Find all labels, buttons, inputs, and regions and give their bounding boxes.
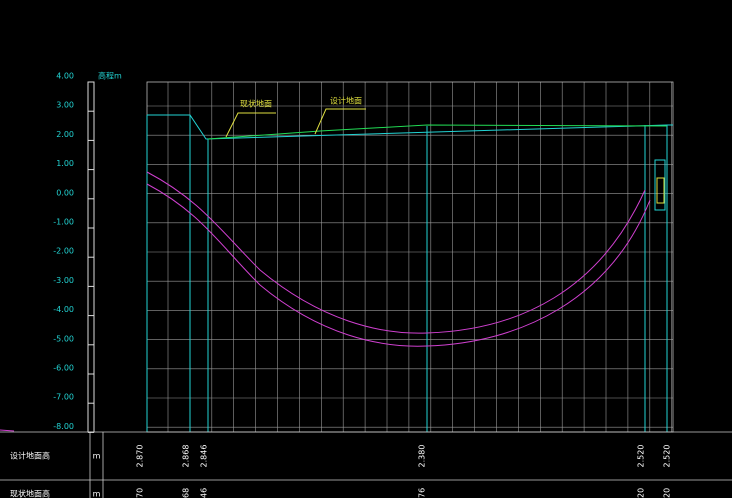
well <box>654 159 666 211</box>
well-inner <box>656 177 665 204</box>
y-tick-label: 3.00 <box>56 101 74 110</box>
axis-title: 高程m <box>98 71 122 81</box>
cell-value: 2.380 <box>418 445 427 468</box>
y-tick-label: 2.00 <box>56 130 74 139</box>
cell-value: 68 <box>182 488 191 498</box>
mark <box>0 429 15 432</box>
grid <box>147 82 673 432</box>
leader <box>314 108 366 135</box>
y-tick-label: -6.00 <box>53 364 74 373</box>
cell-value: 2.868 <box>182 445 191 468</box>
y-tick-label: 0.00 <box>56 188 74 197</box>
table-lines <box>0 431 732 498</box>
existing-ground <box>147 114 673 140</box>
row-label: 现状地面高 <box>10 489 50 498</box>
cell-value: 20 <box>663 488 672 498</box>
row-unit: m <box>93 490 101 498</box>
pipe-top <box>146 171 646 334</box>
cell-value: 2.520 <box>663 445 672 468</box>
cell-value: 2.870 <box>136 445 145 468</box>
pipe-bottom <box>146 183 651 347</box>
y-tick-label: -8.00 <box>53 422 74 431</box>
cell-value: 2.846 <box>200 445 209 468</box>
leader <box>225 112 276 138</box>
cell-value: 20 <box>637 488 646 498</box>
annotation: 设计地面 <box>330 96 362 106</box>
cell-value: 46 <box>200 488 209 498</box>
y-tick-label: -4.00 <box>53 305 74 314</box>
design-ground <box>207 124 668 140</box>
cell-value: 2.520 <box>637 445 646 468</box>
cell-value: 76 <box>418 488 427 498</box>
y-tick-label: 1.00 <box>56 159 74 168</box>
cell-value: 70 <box>136 488 145 498</box>
y-tick-label: -5.00 <box>53 334 74 343</box>
station-lines <box>146 115 668 432</box>
y-tick-label: -2.00 <box>53 247 74 256</box>
row-label: 设计地面高 <box>10 451 50 461</box>
annotation: 现状地面 <box>240 99 272 109</box>
row-unit: m <box>93 452 101 461</box>
y-tick-label: -7.00 <box>53 393 74 402</box>
y-tick-label: -1.00 <box>53 218 74 227</box>
y-tick-label: 4.00 <box>56 72 74 81</box>
y-tick-label: -3.00 <box>53 276 74 285</box>
